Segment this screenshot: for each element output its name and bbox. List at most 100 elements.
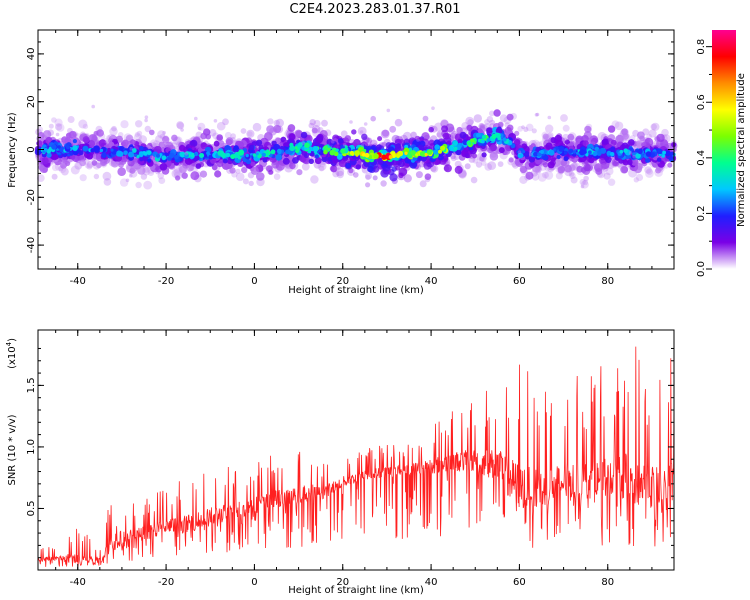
spectrogram-cell — [657, 148, 663, 155]
spectrogram-cell — [486, 116, 494, 123]
spectrogram-cell — [255, 139, 263, 146]
spectrogram-cell — [568, 171, 575, 177]
spectrogram-cell — [484, 119, 490, 125]
spectrogram-cell — [217, 150, 224, 156]
x-tick-label: 80 — [601, 276, 614, 287]
spectrogram-cell — [336, 167, 340, 171]
spectrogram-cell — [37, 140, 43, 146]
spectrogram-cell — [471, 153, 478, 159]
spectrogram-cell — [610, 152, 615, 157]
x-tick-label: 0 — [251, 577, 257, 588]
spectrogram-cell — [516, 150, 520, 154]
spectrogram-cell — [340, 130, 348, 138]
spectrogram-cell — [268, 169, 274, 175]
spectrogram-cell — [157, 172, 165, 180]
x-tick-label: 20 — [336, 276, 349, 287]
spectrogram-cell — [600, 152, 607, 159]
spectrogram-cell — [292, 157, 299, 164]
spectrogram-cell — [308, 122, 315, 129]
spectrogram-cell — [98, 139, 107, 148]
spectrogram-cell — [497, 121, 504, 128]
spectrogram-cell — [365, 182, 371, 188]
spectrogram-cell — [176, 122, 185, 130]
spectrogram-cell — [133, 133, 142, 142]
spectrogram-cell — [535, 112, 540, 117]
spectrogram-cell — [250, 166, 260, 175]
spectrogram-cell — [262, 157, 268, 163]
spectrogram-cell — [200, 132, 207, 140]
spectrogram-cell — [111, 125, 117, 132]
spectrogram-cell — [588, 157, 595, 164]
spectrogram-cell — [547, 161, 555, 169]
spectrogram-cell — [355, 164, 361, 170]
spectrogram-cell — [419, 180, 427, 188]
x-tick-label: -20 — [158, 577, 174, 588]
spectrogram-cell — [149, 129, 155, 136]
spectrogram-cell — [487, 161, 497, 171]
spectrogram-cell — [398, 160, 405, 168]
spectrogram-cell — [300, 131, 308, 139]
spectrogram-cell — [42, 157, 49, 165]
spectrogram-cell — [502, 137, 507, 142]
spectrogram-cell — [184, 153, 189, 159]
spectrogram-cell — [314, 157, 322, 165]
spectrogram-cell — [585, 153, 589, 157]
spectrogram-cell — [365, 174, 371, 180]
spectrogram-cell — [51, 144, 57, 150]
spectrogram-cell — [143, 151, 148, 156]
spectrogram-cell — [610, 146, 615, 151]
spectrogram-cell — [344, 135, 351, 142]
spectrogram-cell — [287, 124, 296, 132]
spectrogram-cell — [473, 114, 482, 123]
spectrogram-cell — [364, 152, 370, 158]
spectrogram-cell — [633, 177, 639, 183]
x-tick-label: 60 — [513, 577, 526, 588]
spectrogram-cell — [321, 119, 328, 127]
spectrogram-cell — [55, 132, 60, 137]
spectrogram-cell — [456, 126, 463, 134]
spectrogram-cell — [415, 171, 423, 179]
spectrogram-cell — [621, 142, 629, 150]
spectrogram-cell — [479, 156, 485, 162]
x-tick-label: -40 — [70, 577, 86, 588]
spectrogram-cell — [462, 139, 469, 146]
spectrogram-cell — [117, 151, 124, 157]
spectrogram-cell — [564, 164, 572, 173]
spectrogram-cell — [42, 130, 52, 139]
spectrogram-cell — [370, 115, 377, 122]
spectrogram-cell — [564, 139, 570, 145]
spectrogram-cell — [129, 173, 133, 178]
spectrogram-cell — [470, 176, 478, 184]
spectrogram-cell — [572, 150, 577, 154]
spectrogram-cell — [225, 152, 231, 158]
x-tick-label: 0 — [251, 276, 257, 287]
spectrogram-cell — [533, 151, 539, 157]
spectrogram-cell — [229, 167, 236, 174]
spectrogram-cell — [430, 164, 439, 173]
snr-axes: -40 -20 0 20 40 60 80 0.5 1.0 1.5 — [26, 330, 675, 588]
spectrogram-cell — [519, 165, 528, 174]
spectrogram-cell — [162, 136, 170, 144]
y-tick-label: 1.5 — [26, 377, 37, 393]
spectrogram-cell — [82, 145, 89, 152]
spectrogram-cell — [199, 153, 205, 158]
y-tick-label: 0.5 — [26, 501, 37, 517]
spectrogram-cell — [528, 156, 535, 163]
spectrogram-cell — [162, 130, 166, 135]
spectrogram-cell — [555, 139, 564, 147]
spectrogram-cell — [288, 133, 296, 141]
spectrogram-cell — [353, 172, 359, 178]
spectrogram-cell — [627, 139, 635, 146]
spectrogram-cell — [301, 162, 310, 171]
spectrogram-cell — [197, 122, 206, 131]
spectrogram-cell — [556, 154, 561, 160]
spectrogram-axes: -40 -20 0 20 40 60 80 -40 -20 0 20 40 — [26, 29, 675, 287]
spectrogram-cell — [159, 163, 168, 171]
spectrogram-cell — [489, 119, 496, 126]
spectrogram-cell — [464, 153, 470, 159]
spectrogram-cell — [580, 184, 585, 189]
chart-title: C2E4.2023.283.01.37.R01 — [289, 2, 461, 17]
spectrogram-cell — [493, 109, 501, 117]
spectrogram-cell — [48, 123, 54, 129]
